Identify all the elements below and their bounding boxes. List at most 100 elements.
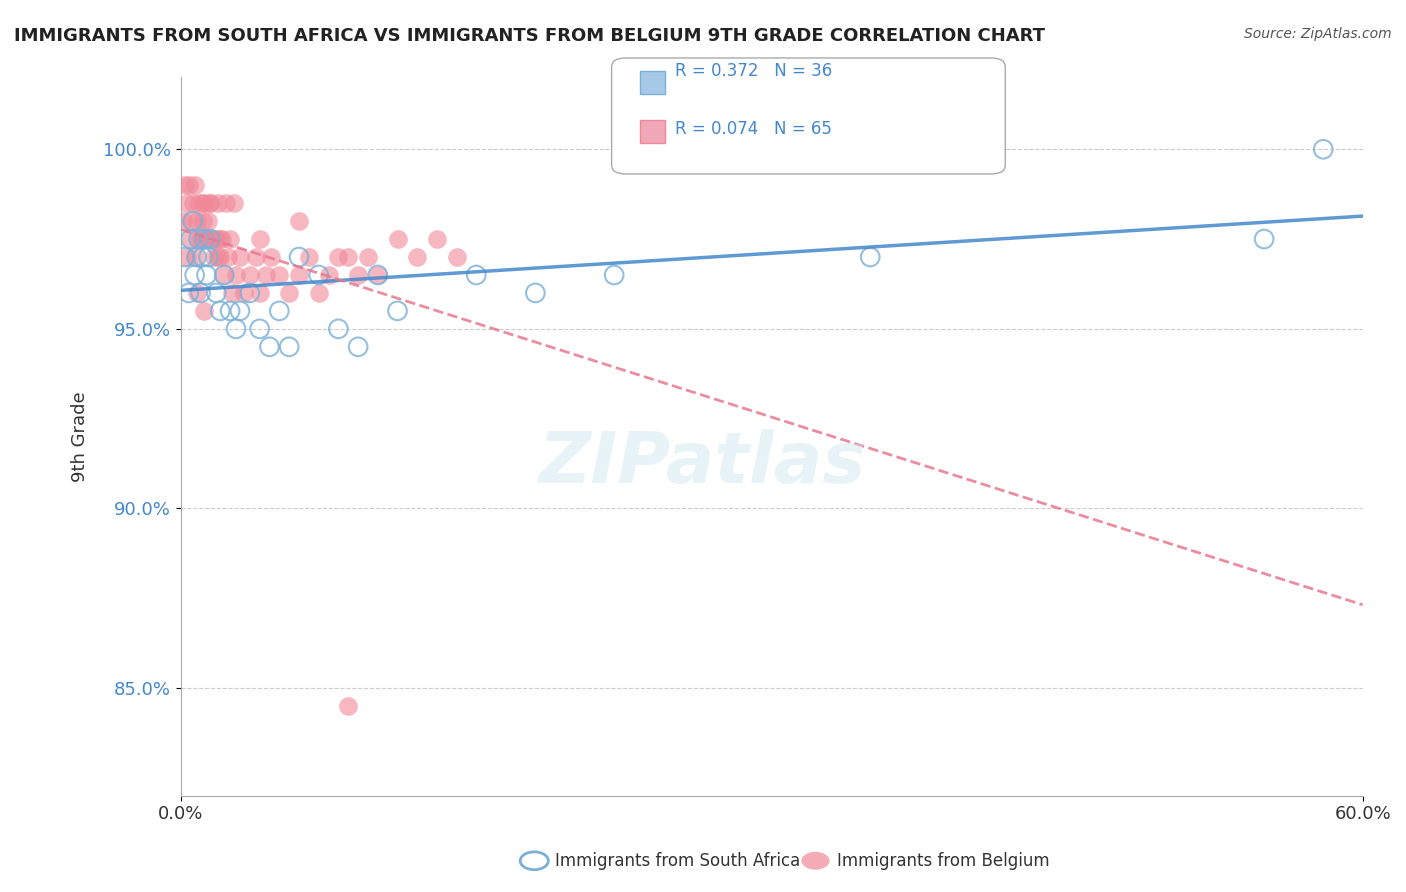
Point [180, 232, 202, 246]
Point [212, 268, 235, 282]
Point [173, 178, 195, 193]
Point [221, 285, 243, 300]
Point [298, 250, 321, 264]
Point [186, 285, 208, 300]
Point [191, 214, 214, 228]
Y-axis label: 9th Grade: 9th Grade [72, 392, 89, 482]
Point [249, 285, 271, 300]
Point [288, 250, 311, 264]
Point [1253, 232, 1275, 246]
Point [259, 340, 281, 354]
Point [183, 268, 205, 282]
Point [387, 304, 409, 318]
Point [202, 250, 225, 264]
Point [219, 232, 242, 246]
Point [254, 268, 277, 282]
Point [245, 250, 267, 264]
Point [195, 232, 218, 246]
Point [308, 268, 330, 282]
Point [205, 285, 228, 300]
Point [187, 196, 209, 211]
Point [603, 268, 626, 282]
Point [190, 285, 212, 300]
Point [465, 268, 488, 282]
Point [288, 268, 311, 282]
Point [181, 196, 204, 211]
Point [347, 268, 370, 282]
Point [173, 250, 195, 264]
Point [187, 232, 209, 246]
Point [249, 232, 271, 246]
Point [186, 250, 208, 264]
Point [524, 285, 547, 300]
Point [180, 232, 202, 246]
Point [278, 340, 301, 354]
Point [387, 232, 409, 246]
Point [229, 304, 252, 318]
Point [288, 214, 311, 228]
Point [219, 304, 242, 318]
Point [318, 268, 340, 282]
Point [183, 250, 205, 264]
Point [217, 250, 239, 264]
Point [181, 214, 204, 228]
Point [176, 250, 198, 264]
Point [183, 178, 205, 193]
Point [180, 214, 202, 228]
Point [211, 232, 233, 246]
Text: IMMIGRANTS FROM SOUTH AFRICA VS IMMIGRANTS FROM BELGIUM 9TH GRADE CORRELATION CH: IMMIGRANTS FROM SOUTH AFRICA VS IMMIGRAN… [14, 27, 1045, 45]
Point [357, 250, 380, 264]
Point [328, 322, 350, 336]
Point [308, 285, 330, 300]
Point [197, 250, 219, 264]
Point [209, 250, 232, 264]
Point [367, 268, 389, 282]
Point [328, 250, 350, 264]
Point [859, 250, 882, 264]
Point [177, 285, 200, 300]
Point [191, 196, 214, 211]
Point [446, 250, 468, 264]
Point [232, 285, 254, 300]
Point [209, 304, 232, 318]
Point [278, 285, 301, 300]
Point [190, 232, 212, 246]
Text: ZIPatlas: ZIPatlas [540, 429, 866, 499]
Point [209, 232, 232, 246]
Point [176, 196, 198, 211]
Point [200, 196, 222, 211]
Point [195, 232, 218, 246]
Point [200, 232, 222, 246]
Point [225, 268, 247, 282]
Point [212, 268, 235, 282]
Point [229, 250, 252, 264]
Point [205, 232, 228, 246]
Point [269, 268, 291, 282]
Point [202, 232, 225, 246]
Point [186, 214, 208, 228]
Point [249, 322, 271, 336]
Point [200, 196, 222, 211]
Point [1312, 142, 1334, 156]
Point [193, 232, 215, 246]
Point [197, 214, 219, 228]
Point [225, 322, 247, 336]
Text: R = 0.074   N = 65: R = 0.074 N = 65 [675, 120, 832, 138]
Text: Source: ZipAtlas.com: Source: ZipAtlas.com [1244, 27, 1392, 41]
Point [260, 250, 283, 264]
Point [367, 268, 389, 282]
Text: Immigrants from South Africa: Immigrants from South Africa [555, 852, 800, 870]
Point [215, 196, 238, 211]
Point [426, 232, 449, 246]
Point [337, 698, 360, 713]
Point [239, 285, 262, 300]
Point [172, 214, 194, 228]
Point [207, 196, 229, 211]
Point [347, 340, 370, 354]
Point [337, 250, 360, 264]
Text: R = 0.372   N = 36: R = 0.372 N = 36 [675, 62, 832, 80]
Point [406, 250, 429, 264]
Point [239, 268, 262, 282]
Point [207, 250, 229, 264]
Point [191, 250, 214, 264]
